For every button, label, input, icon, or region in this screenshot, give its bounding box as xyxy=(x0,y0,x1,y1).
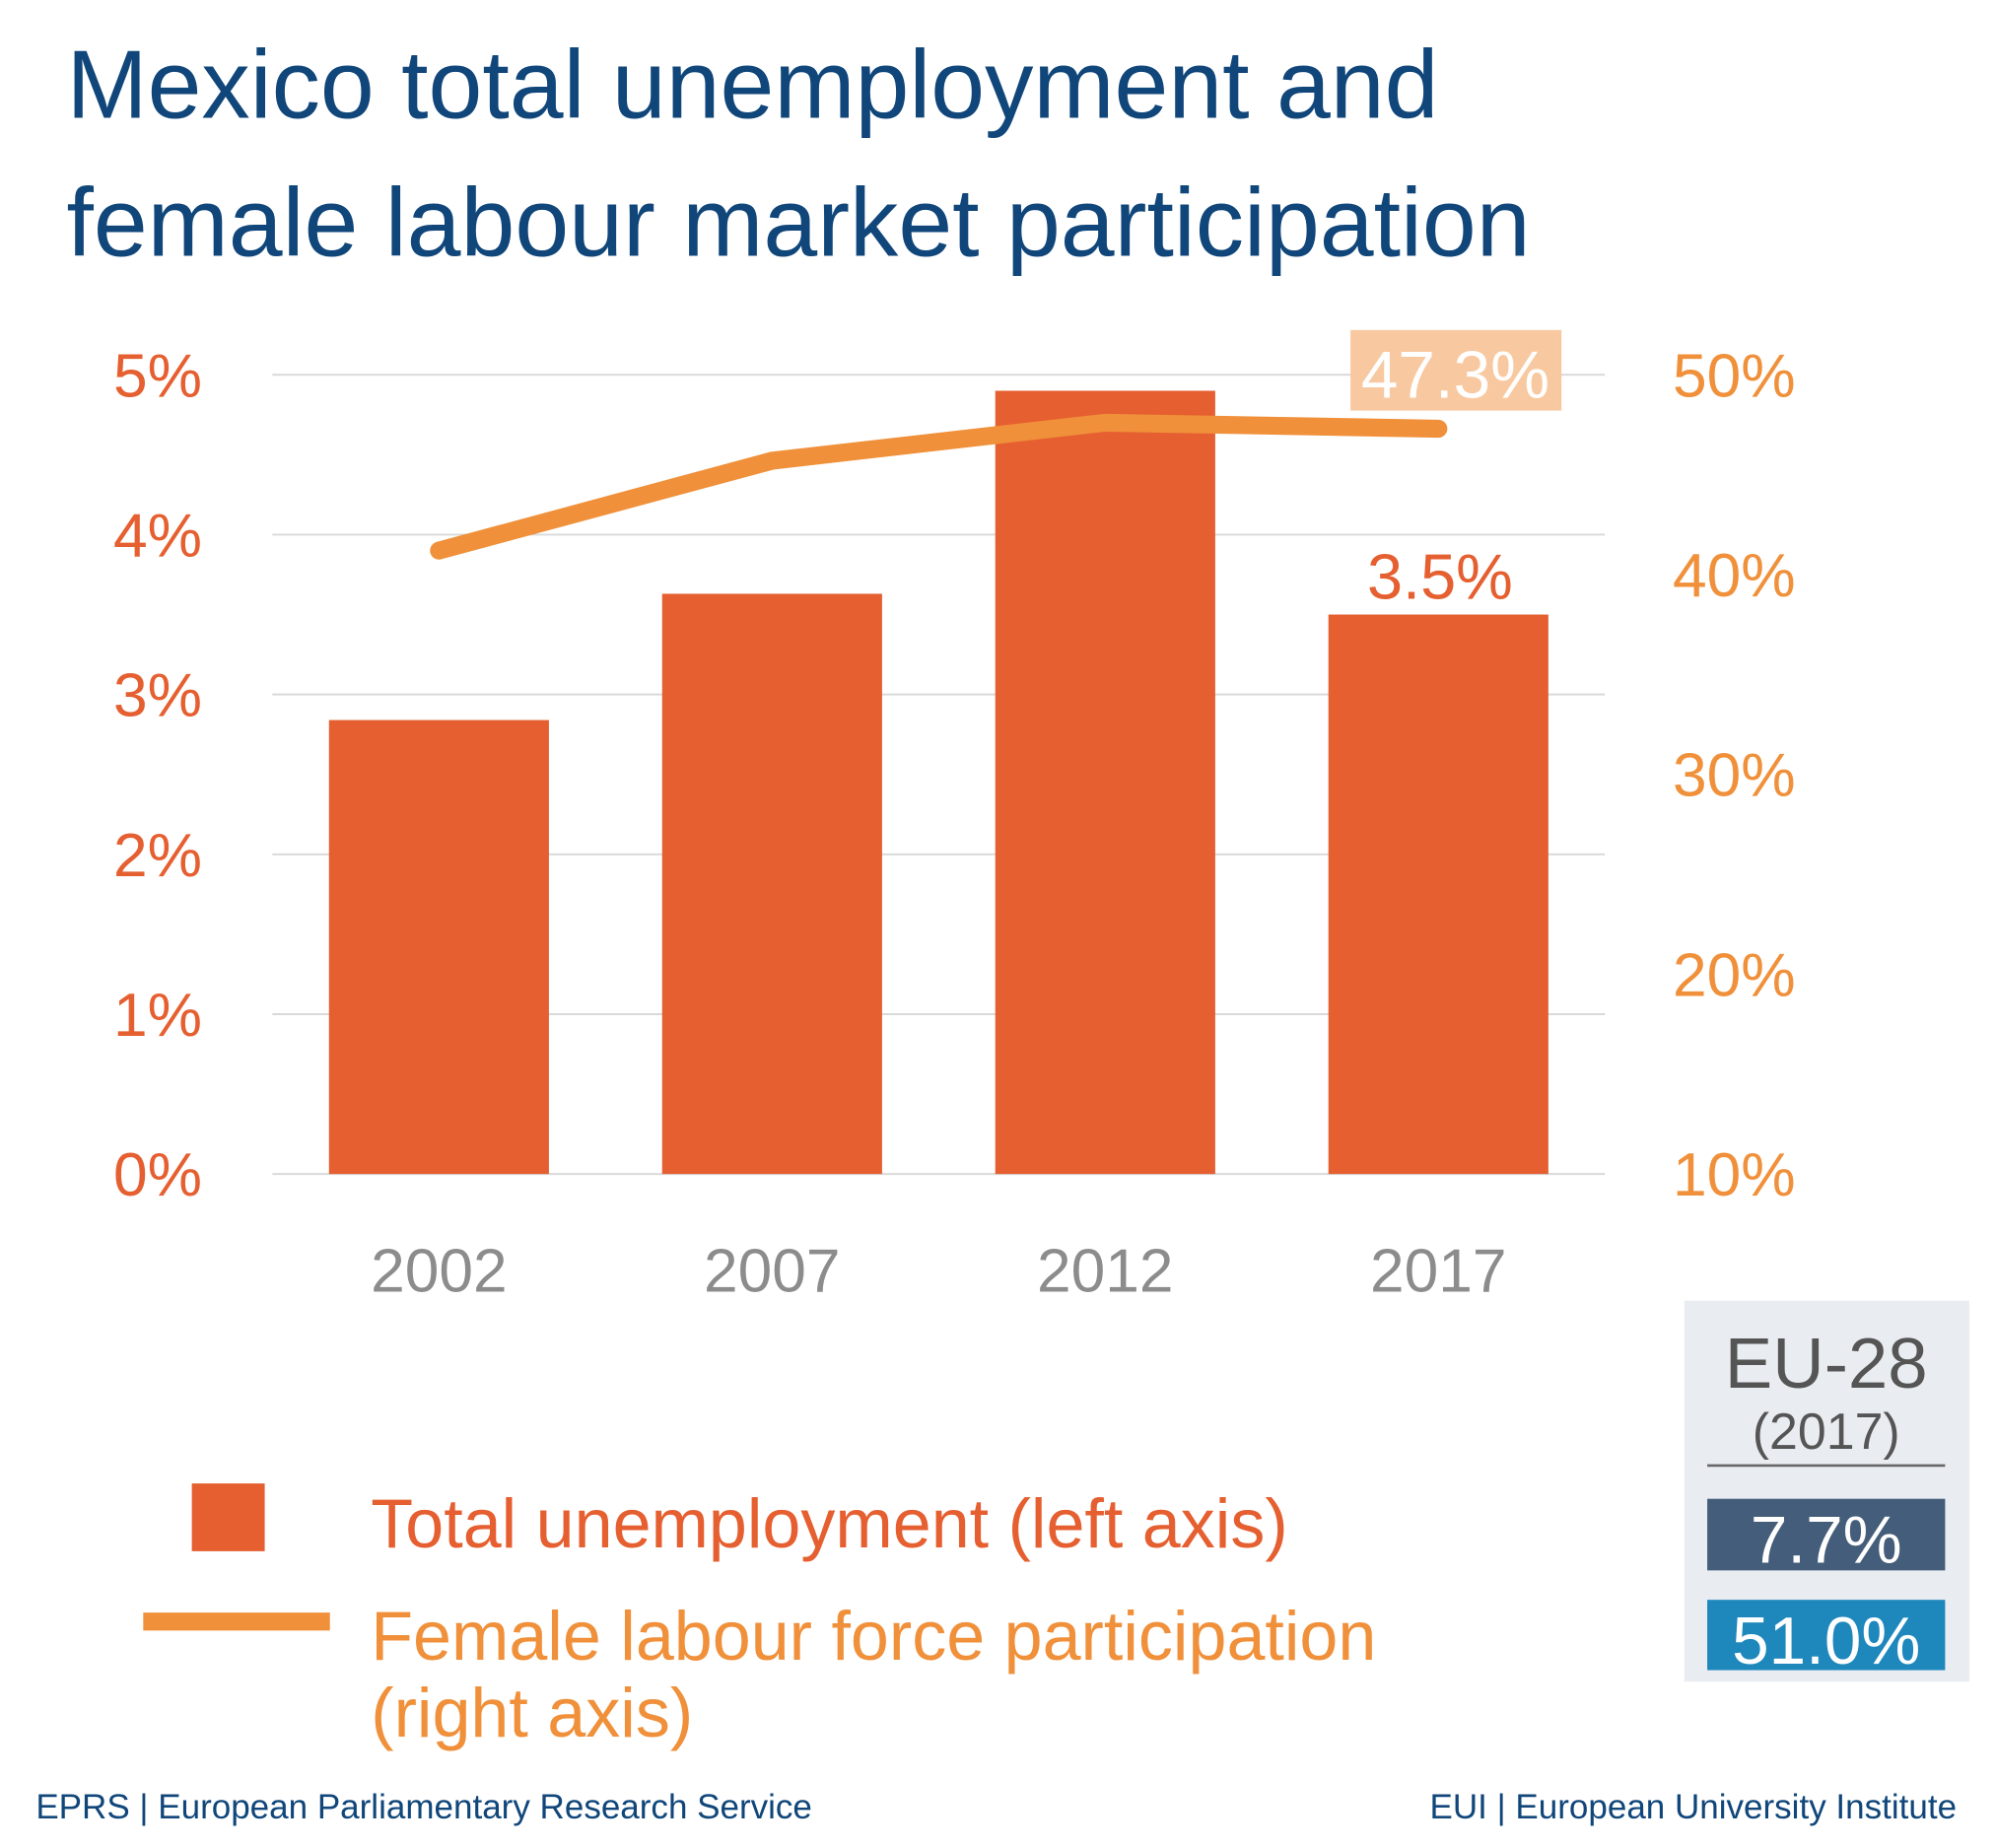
eu-box-year: (2017) xyxy=(1753,1403,1900,1460)
left-tick-label: 1% xyxy=(113,982,202,1050)
footer-right: EUI | European University Institute xyxy=(1429,1788,1957,1826)
line-series xyxy=(430,413,1448,560)
bar-data-label: 3.5% xyxy=(1367,540,1513,612)
left-tick-label: 3% xyxy=(113,662,202,730)
eu-participation-badge xyxy=(1707,1600,1946,1671)
legend-label-participation-axis: (right axis) xyxy=(371,1675,693,1751)
eu-unemployment-badge xyxy=(1707,1498,1946,1571)
bar-2017 xyxy=(1328,614,1548,1175)
left-tick-label: 4% xyxy=(113,502,202,570)
chart-title-line-2: female labour market participation xyxy=(66,169,1530,277)
eu-participation-value: 51.0% xyxy=(1732,1605,1920,1678)
right-axis: 10% 20% 30% 40% 50% xyxy=(1673,342,1796,1209)
line-label-background xyxy=(1350,329,1562,411)
line-data-label: 47.3% xyxy=(1361,339,1549,413)
bar-2007 xyxy=(661,593,882,1175)
left-tick-label: 0% xyxy=(113,1141,202,1209)
participation-line xyxy=(430,413,1448,560)
right-tick-label: 50% xyxy=(1673,342,1796,410)
left-axis: 0% 1% 2% 3% 4% 5% xyxy=(113,342,202,1209)
left-tick-label: 5% xyxy=(113,342,202,410)
x-tick-label: 2002 xyxy=(371,1238,508,1306)
eu-comparison-box: EU-28 (2017) 7.7% 51.0% xyxy=(1684,1300,1970,1682)
x-tick-label: 2017 xyxy=(1370,1238,1507,1306)
right-tick-label: 10% xyxy=(1673,1141,1796,1209)
right-tick-label: 30% xyxy=(1673,742,1796,810)
left-tick-label: 2% xyxy=(113,822,202,890)
x-tick-label: 2007 xyxy=(704,1238,841,1306)
x-axis: 2002 2007 2012 2017 xyxy=(371,1238,1506,1306)
right-tick-label: 20% xyxy=(1673,941,1796,1009)
eu-box-title: EU-28 xyxy=(1725,1324,1928,1403)
legend-label-unemployment: Total unemployment (left axis) xyxy=(371,1485,1287,1562)
bar-2012 xyxy=(995,390,1215,1175)
bar-2002 xyxy=(328,719,549,1175)
legend-label-participation: Female labour force participation xyxy=(371,1598,1376,1675)
x-tick-label: 2012 xyxy=(1037,1238,1174,1306)
footer-left: EPRS | European Parliamentary Research S… xyxy=(35,1788,812,1826)
bars xyxy=(328,390,1548,1175)
eu-unemployment-value: 7.7% xyxy=(1751,1504,1902,1578)
chart-title-line-1: Mexico total unemployment and xyxy=(66,30,1438,138)
legend-bar-swatch xyxy=(191,1483,265,1551)
right-tick-label: 40% xyxy=(1673,542,1796,610)
